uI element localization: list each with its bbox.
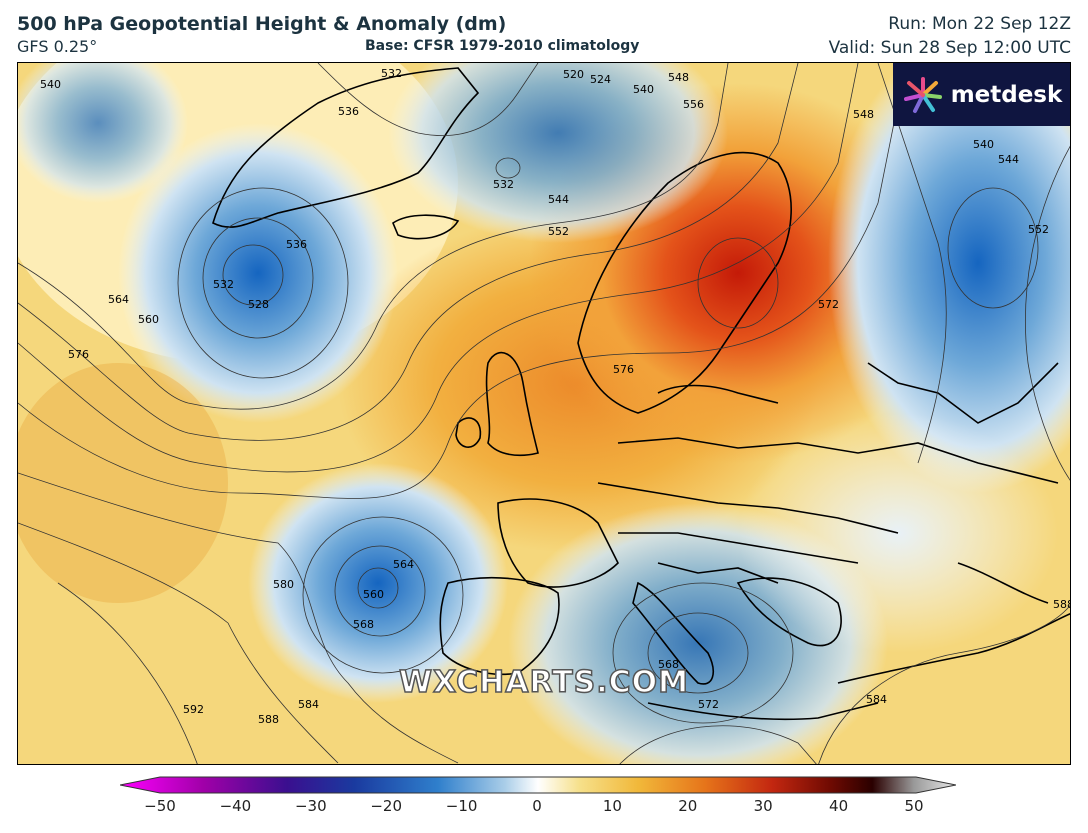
colorbar-tick: 20 [678, 797, 698, 815]
coastlines [212, 67, 1070, 721]
svg-text:588: 588 [1053, 598, 1071, 611]
svg-text:552: 552 [548, 225, 569, 238]
svg-text:560: 560 [138, 313, 159, 326]
map-canvas: 532 536 528 532 536 564 560 576 532 544 … [18, 63, 1071, 764]
run-time: Run: Mon 22 Sep 12Z [888, 14, 1071, 34]
colorbar-ticks: −50 −40 −30 −20 −10 0 10 20 30 40 50 [0, 797, 1088, 821]
sun-burst-icon [903, 76, 942, 113]
svg-text:532: 532 [493, 178, 514, 191]
svg-text:536: 536 [338, 105, 359, 118]
svg-text:532: 532 [381, 67, 402, 80]
colorbar-tick: −40 [219, 797, 252, 815]
svg-text:544: 544 [548, 193, 569, 206]
svg-text:548: 548 [853, 108, 874, 121]
svg-text:564: 564 [108, 293, 129, 306]
svg-text:540: 540 [633, 83, 654, 96]
metdesk-logo[interactable]: metdesk [893, 63, 1070, 126]
low-russia [828, 63, 1070, 493]
svg-text:548: 548 [668, 71, 689, 84]
contour-labels: 532 536 528 532 536 564 560 576 532 544 … [40, 67, 1071, 726]
svg-text:576: 576 [613, 363, 634, 376]
colorbar-tick: −10 [445, 797, 478, 815]
svg-text:520: 520 [563, 68, 584, 81]
svg-text:568: 568 [658, 658, 679, 671]
low-north-atlantic [388, 63, 728, 243]
svg-text:580: 580 [273, 578, 294, 591]
svg-text:540: 540 [40, 78, 61, 91]
svg-text:536: 536 [286, 238, 307, 251]
watermark: WXCHARTS.COM [398, 664, 690, 701]
svg-text:524: 524 [590, 73, 611, 86]
colorbar-tick: 50 [904, 797, 924, 815]
svg-text:564: 564 [393, 558, 414, 571]
svg-text:592: 592 [183, 703, 204, 716]
colorbar-tick: −50 [144, 797, 176, 815]
svg-text:552: 552 [1028, 223, 1049, 236]
colorbar-tick: 30 [753, 797, 773, 815]
chart-title: 500 hPa Geopotential Height & Anomaly (d… [17, 13, 507, 35]
svg-text:540: 540 [973, 138, 994, 151]
svg-text:556: 556 [683, 98, 704, 111]
colorbar-tick: 40 [829, 797, 849, 815]
climatology-base: Base: CFSR 1979-2010 climatology [365, 38, 640, 54]
low-center-label: 528 [248, 298, 269, 311]
colorbar-tick: −20 [370, 797, 403, 815]
svg-text:572: 572 [698, 698, 719, 711]
height-contours [18, 63, 1070, 764]
colorbar-tick: 10 [602, 797, 622, 815]
low-greenland [118, 123, 398, 423]
svg-text:572: 572 [818, 298, 839, 311]
low-iberia-atlantic [248, 463, 508, 703]
logo-text: metdesk [950, 81, 1063, 108]
colorbar-tick: −30 [294, 797, 327, 815]
svg-text:560: 560 [363, 588, 384, 601]
svg-text:588: 588 [258, 713, 279, 726]
svg-text:584: 584 [866, 693, 887, 706]
svg-text:568: 568 [353, 618, 374, 631]
valid-time: Valid: Sun 28 Sep 12:00 UTC [828, 38, 1071, 58]
svg-text:544: 544 [998, 153, 1019, 166]
weather-map[interactable]: 532 536 528 532 536 564 560 576 532 544 … [17, 62, 1071, 765]
svg-text:576: 576 [68, 348, 89, 361]
colorbar-tick: 0 [532, 797, 542, 815]
model-label: GFS 0.25° [17, 37, 98, 56]
svg-text:532: 532 [213, 278, 234, 291]
svg-text:584: 584 [298, 698, 319, 711]
colorbar [120, 776, 956, 794]
